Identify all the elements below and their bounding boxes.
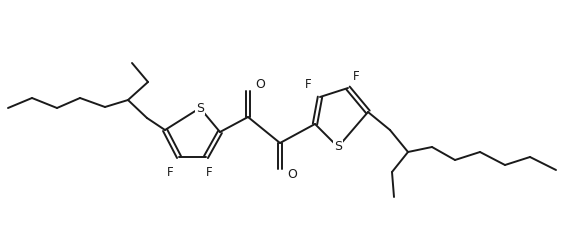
Text: O: O	[255, 79, 265, 92]
Text: O: O	[287, 169, 297, 182]
Text: F: F	[167, 166, 174, 178]
Text: F: F	[353, 69, 359, 82]
Text: F: F	[206, 166, 212, 178]
Text: S: S	[334, 141, 342, 153]
Text: S: S	[196, 101, 204, 114]
Text: F: F	[305, 77, 311, 90]
